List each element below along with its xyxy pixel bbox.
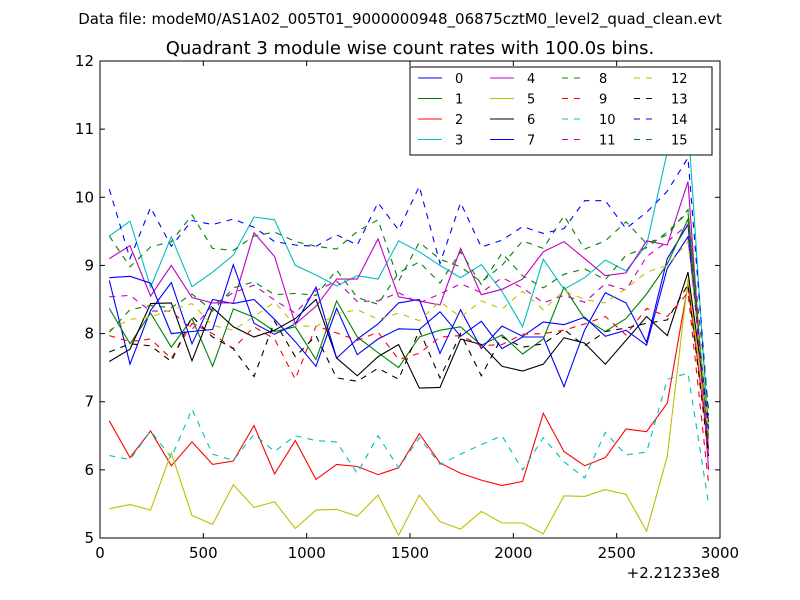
legend-box (409, 66, 713, 156)
legend-label-11: 11 (599, 134, 616, 149)
y-tick-label: 8 (84, 325, 94, 343)
legend-label-4: 4 (527, 72, 535, 87)
series-line-4 (109, 181, 710, 470)
y-tick-label: 6 (84, 461, 94, 479)
legend-label-13: 13 (671, 93, 688, 108)
x-tick-label: 2500 (598, 544, 636, 562)
series-line-7 (109, 235, 710, 430)
series-line-14 (108, 156, 710, 416)
series-line-15 (108, 211, 710, 409)
legend-label-8: 8 (599, 72, 607, 87)
legend-label-5: 5 (527, 93, 535, 108)
legend-label-6: 6 (527, 113, 535, 128)
series-layer (108, 120, 710, 537)
x-tick-label: 1500 (391, 544, 429, 562)
series-line-1 (108, 217, 710, 436)
x-offset-label: +2.21233e8 (627, 564, 720, 582)
x-tick-label: 1000 (288, 544, 326, 562)
series-line-8 (108, 208, 710, 443)
x-tick-label: 0 (95, 544, 105, 562)
y-tick-label: 7 (84, 393, 94, 411)
y-tick-label: 5 (84, 529, 94, 547)
y-tick-label: 11 (75, 120, 94, 138)
series-line-3 (108, 120, 710, 436)
legend-label-10: 10 (599, 113, 616, 128)
y-tick-label: 12 (75, 52, 94, 70)
legend-label-2: 2 (455, 113, 463, 128)
legend-label-15: 15 (671, 134, 688, 149)
series-line-13 (109, 282, 710, 457)
legend-label-9: 9 (599, 93, 607, 108)
x-tick-label: 500 (189, 544, 218, 562)
legend-label-1: 1 (455, 93, 463, 108)
legend-label-3: 3 (455, 134, 463, 149)
series-line-6 (109, 272, 710, 423)
series-line-2 (108, 284, 710, 487)
x-tick-label: 3000 (701, 544, 739, 562)
series-line-5 (109, 279, 710, 537)
series-line-0 (108, 222, 710, 450)
x-tick-label: 2000 (494, 544, 532, 562)
chart-suptitle: Data file: modeM0/AS1A02_005T01_90000009… (78, 10, 722, 29)
chart-title: Quadrant 3 module wise count rates with … (166, 38, 655, 59)
legend-label-12: 12 (671, 72, 688, 87)
legend-label-0: 0 (455, 72, 463, 87)
series-line-12 (109, 240, 710, 430)
series-line-11 (109, 223, 710, 457)
y-tick-label: 10 (75, 188, 94, 206)
y-tick-label: 9 (84, 256, 94, 274)
legend-label-14: 14 (671, 113, 688, 128)
series-line-9 (109, 291, 710, 484)
legend-label-7: 7 (527, 134, 535, 149)
series-line-10 (109, 372, 710, 504)
